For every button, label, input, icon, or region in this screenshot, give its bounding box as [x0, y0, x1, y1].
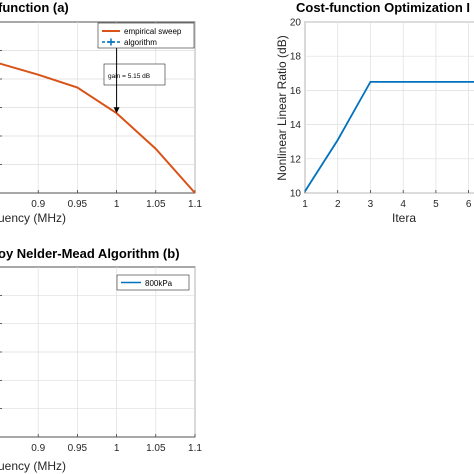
panel-a-title: function (a): [0, 0, 69, 15]
y-tick-label: 16: [290, 86, 302, 97]
x-tick-label: 1: [114, 443, 120, 454]
panel-a-legend: empirical sweep algorithm: [97, 22, 195, 49]
x-tick-label: 5: [433, 199, 439, 210]
legend-marker-algorithm: [107, 38, 115, 46]
panel-b-legend: 800kPa: [116, 274, 190, 291]
x-tick-label: 1.1: [188, 199, 202, 210]
x-tick-label: 1: [114, 199, 120, 210]
x-tick-label: 1.05: [146, 199, 166, 210]
y-tick-label: 14: [290, 120, 302, 131]
y-tick-label: 10: [290, 189, 302, 200]
panel-b-legend-box: [116, 274, 190, 291]
x-tick-label: 0.95: [68, 199, 88, 210]
x-tick-label: 6: [466, 199, 472, 210]
panel-cost-ylabel: Nonlinear Linear Ratio (dB): [275, 35, 289, 180]
y-tick-label: 18: [290, 52, 302, 63]
gain-annotation-box: [103, 63, 166, 86]
x-tick-label: 2: [335, 199, 341, 210]
x-tick-label: 1.05: [146, 443, 166, 454]
panel-b-title: oy Nelder-Mead Algorithm (b): [0, 246, 180, 261]
panel-cost-xlabel: Itera: [392, 211, 416, 225]
gain-arrowhead-bottom: [113, 107, 120, 114]
x-tick-label: 0.95: [68, 443, 88, 454]
panel-b-xlabel: uency (MHz): [0, 459, 66, 473]
x-tick-label: 0.9: [31, 199, 45, 210]
y-tick-label: 20: [290, 18, 302, 29]
x-tick-label: 0.9: [31, 443, 45, 454]
panel-b-ticks: 0.9 0.95 1 1.05 1.1: [31, 434, 202, 454]
gain-annotation-text: gain = 5.15 dB: [108, 73, 150, 80]
x-tick-label: 1.1: [188, 443, 202, 454]
legend-label-800kpa: 800kPa: [145, 279, 173, 288]
x-tick-label: 3: [368, 199, 374, 210]
panel-cost-grid: [304, 21, 474, 194]
panel-cost-series: [304, 80, 474, 192]
panel-a-grid: [0, 22, 196, 193]
y-tick-label: 12: [290, 154, 302, 165]
panel-a-series: [0, 62, 196, 194]
legend-label-algorithm: algorithm: [124, 38, 157, 47]
panel-cost-title: Cost-function Optimization I: [296, 0, 470, 15]
panel-b-grid: [0, 267, 196, 437]
series-line-optimization: [304, 80, 474, 192]
x-tick-label: 1: [302, 199, 308, 210]
panel-b: oy Nelder-Mead Algorithm (b) 0.9 0.95 1 1.0…: [0, 246, 202, 473]
panel-a: function (a) 0.9 0.95 1 1.05 1.1 gain = 5.15…: [0, 0, 202, 225]
panel-a-legend-box: [97, 22, 195, 49]
series-line-empirical-sweep: [0, 62, 196, 194]
legend-label-empirical: empirical sweep: [124, 27, 182, 36]
x-tick-label: 4: [400, 199, 406, 210]
panel-cost-axes-box: [304, 21, 474, 194]
panel-a-xlabel: uency (MHz): [0, 211, 66, 225]
panel-cost-function: Cost-function Optimization I 1 2 3 4 5 610121…: [275, 0, 474, 225]
